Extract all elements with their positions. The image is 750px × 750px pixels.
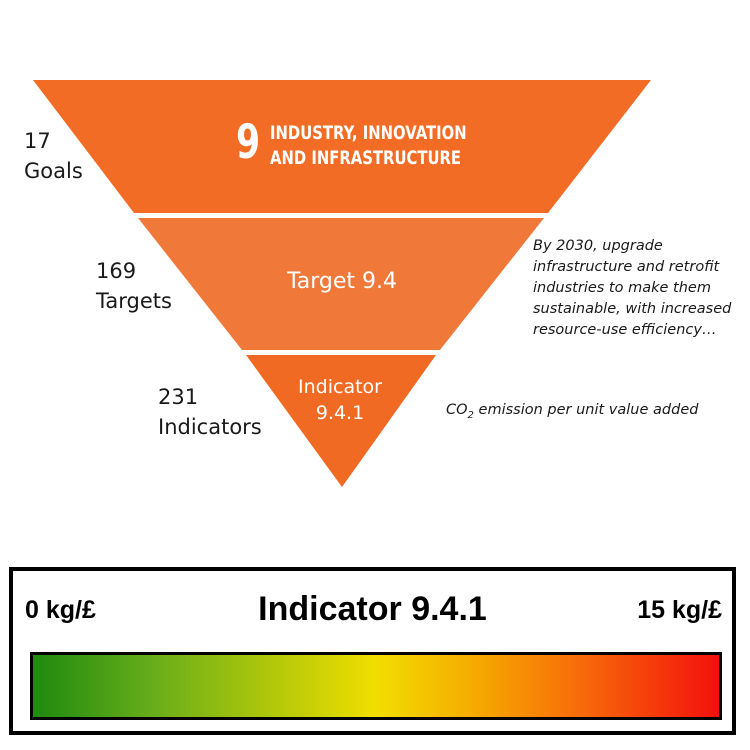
indicators-count-label: 231 Indicators (158, 382, 262, 442)
scale-gradient-bar (30, 652, 722, 720)
targets-unit: Targets (96, 289, 172, 313)
goal-title-line-1: INDUSTRY, INNOVATION (270, 122, 467, 144)
indicators-unit: Indicators (158, 415, 262, 439)
goals-unit: Goals (24, 159, 83, 183)
target-label: Target 9.4 (286, 269, 398, 294)
target-note-line: industries to make them (533, 280, 711, 296)
target-note-line: resource-use efficiency… (533, 322, 717, 338)
goals-count-label: 17 Goals (24, 126, 83, 186)
sdg-pyramid (33, 80, 651, 487)
scale-title: Indicator 9.4.1 (258, 590, 487, 628)
indicator-note-prefix: CO (446, 402, 468, 418)
target-note-line: infrastructure and retrofit (533, 259, 720, 275)
indicator-label: Indicator 9.4.1 (270, 374, 410, 426)
pyramid-level-indicators (246, 355, 436, 487)
goal-title-line-2: AND INFRASTRUCTURE (270, 147, 462, 169)
scale-max-label: 15 kg/£ (637, 596, 722, 624)
indicator-note: CO2 emission per unit value added (446, 400, 698, 426)
indicator-label-line-2: 9.4.1 (315, 402, 365, 424)
target-note-line: By 2030, upgrade (533, 238, 663, 254)
goal-number: 9 (236, 115, 261, 170)
indicator-label-line-1: Indicator (298, 376, 382, 398)
scale-min-label: 0 kg/£ (25, 596, 96, 624)
goal-title: INDUSTRY, INNOVATION AND INFRASTRUCTURE (270, 121, 467, 171)
targets-count-label: 169 Targets (96, 256, 172, 316)
indicators-count: 231 (158, 385, 199, 409)
targets-count: 169 (96, 259, 137, 283)
goals-count: 17 (24, 129, 51, 153)
pyramid-level-goals (33, 80, 651, 213)
target-note-line: sustainable, with increased (533, 301, 732, 317)
indicator-note-subscript: 2 (467, 409, 474, 421)
indicator-note-suffix: emission per unit value added (473, 402, 699, 418)
indicator-scale-legend: 0 kg/£ Indicator 9.4.1 15 kg/£ (9, 567, 736, 735)
pyramid-level-targets (138, 218, 544, 350)
target-note: By 2030, upgrade infrastructure and retr… (533, 236, 731, 341)
